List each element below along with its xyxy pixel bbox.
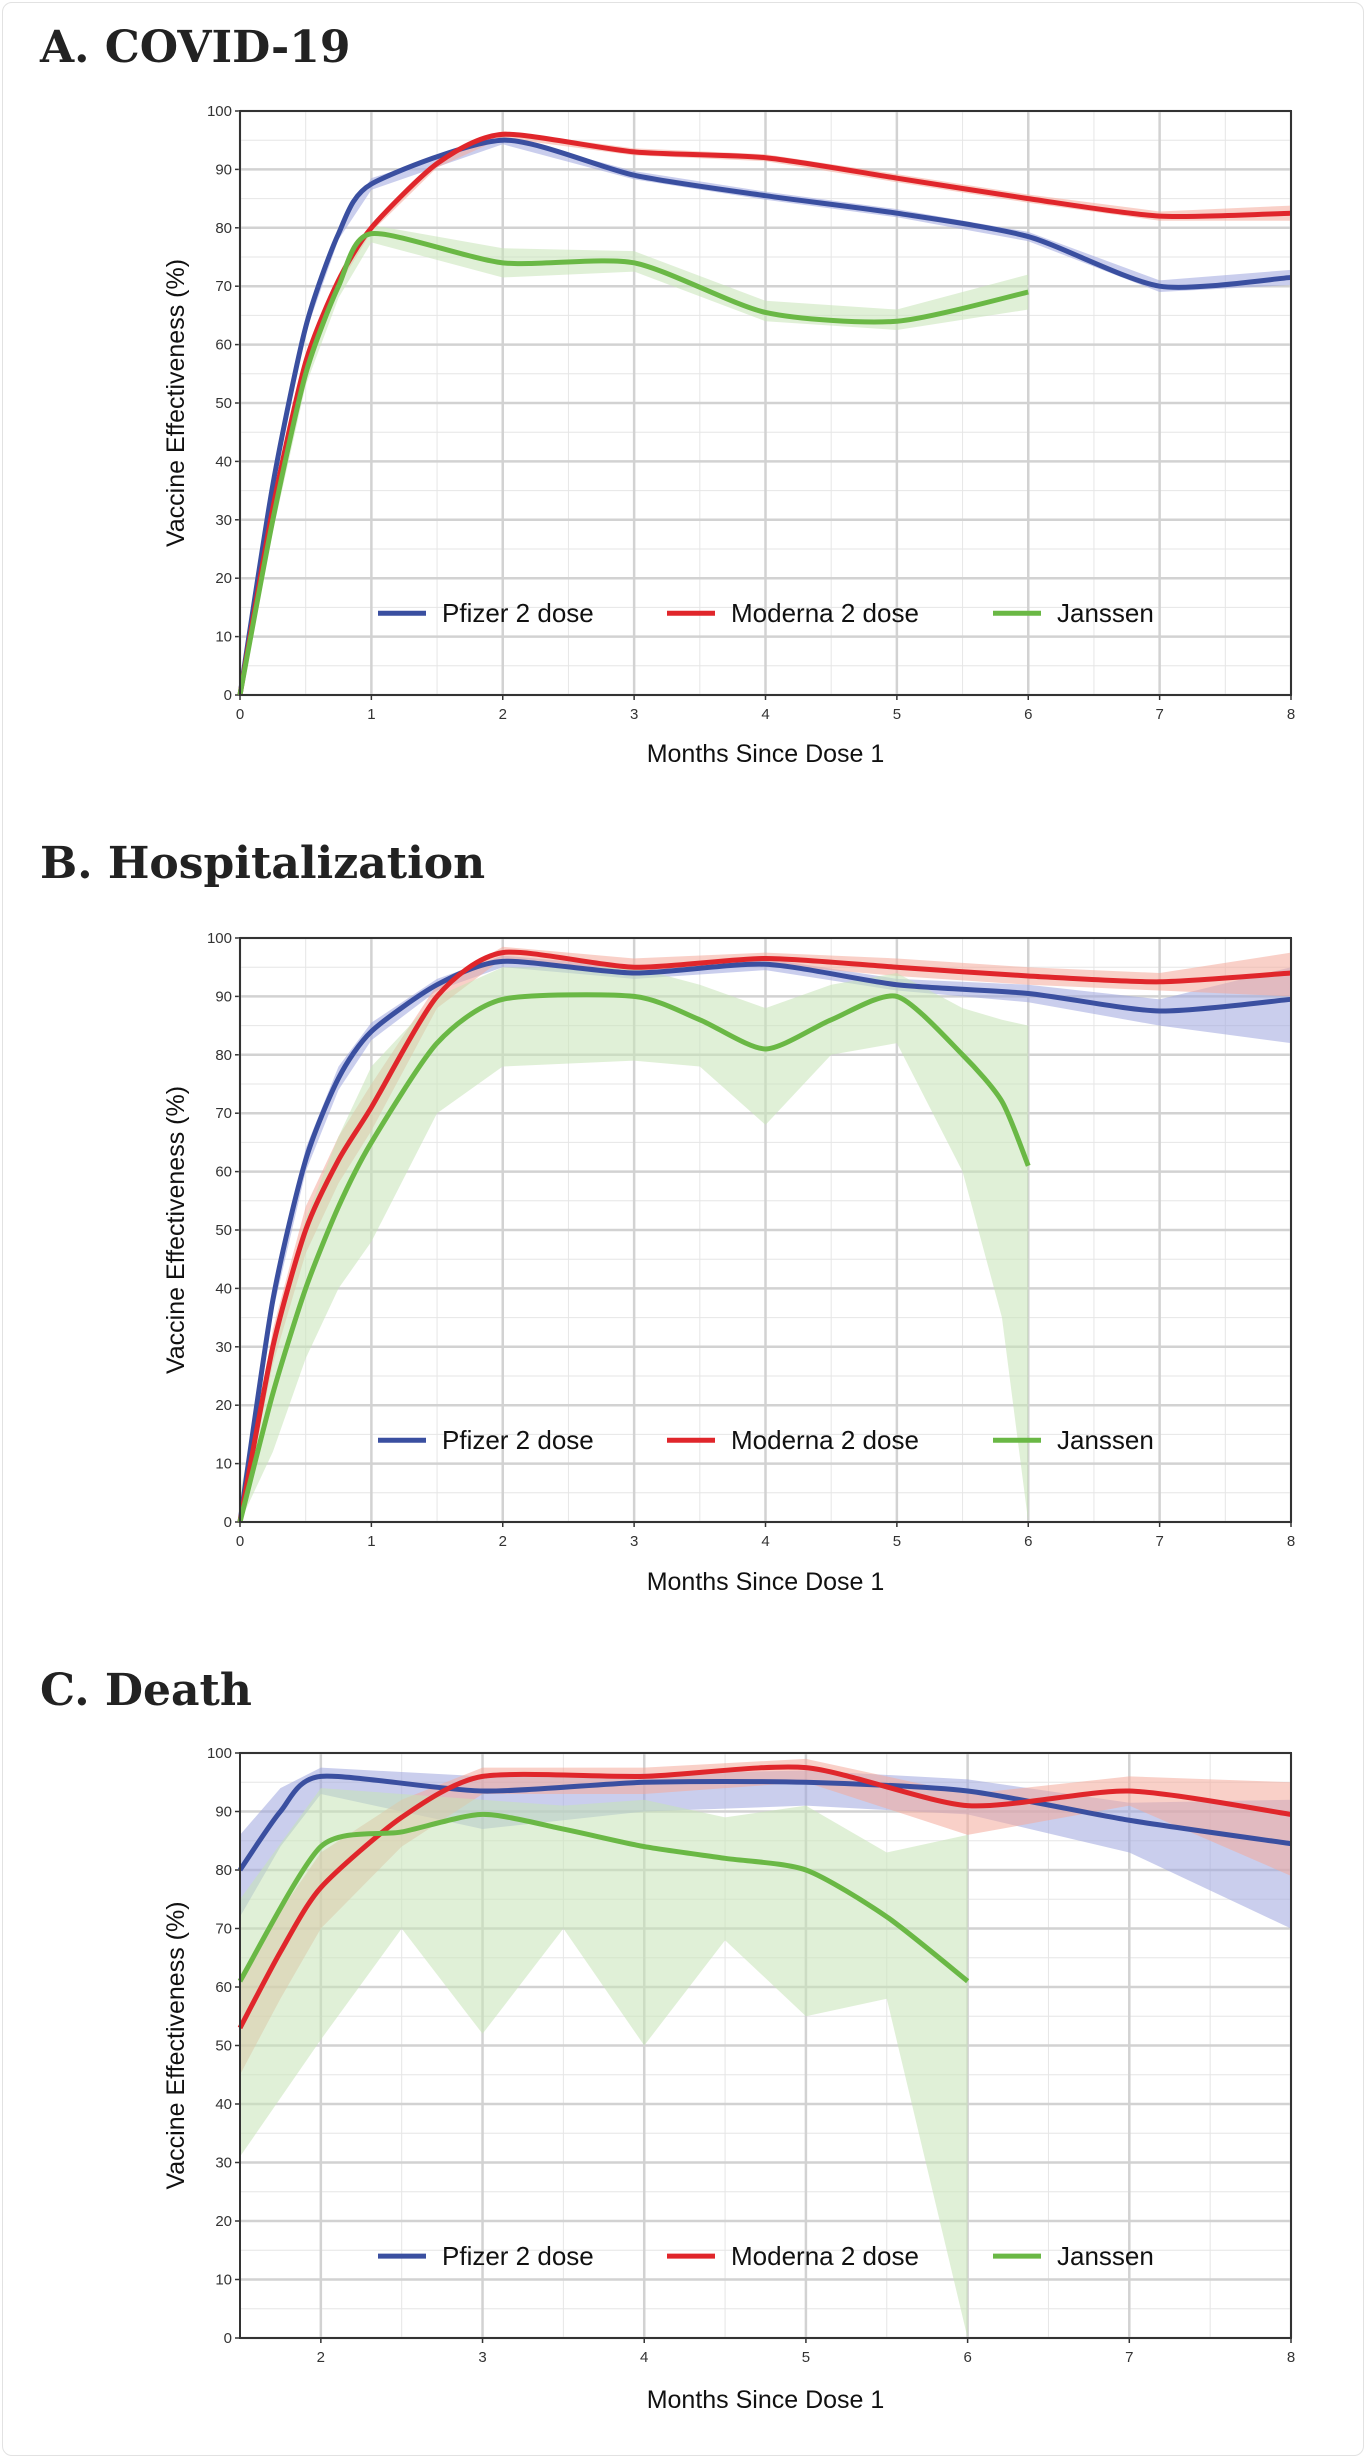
y-tick-label: 30 [215,512,232,529]
x-tick-label: 8 [1287,706,1295,723]
x-axis-label: Months Since Dose 1 [647,740,885,768]
y-tick-label: 40 [215,2096,232,2113]
y-tick-label: 40 [215,453,232,470]
x-tick-label: 5 [893,1533,901,1550]
y-tick-label: 20 [215,1397,232,1414]
y-tick-label: 80 [215,1862,232,1879]
legend-label: Pfizer 2 dose [442,1425,594,1455]
y-tick-label: 90 [215,161,232,178]
x-tick-label: 1 [367,706,375,723]
panel-title: B. Hospitalization [40,838,486,889]
x-tick-label: 6 [963,2349,971,2366]
x-tick-label: 7 [1125,2349,1133,2366]
legend-label: Moderna 2 dose [731,1425,919,1455]
y-tick-label: 40 [215,1280,232,1297]
y-tick-label: 70 [215,1921,232,1938]
y-tick-label: 80 [215,220,232,237]
y-axis-label: Vaccine Effectiveness (%) [162,259,190,547]
y-tick-label: 60 [215,1979,232,1996]
y-tick-label: 0 [224,687,232,704]
y-tick-label: 90 [215,1804,232,1821]
x-tick-label: 5 [893,706,901,723]
panel-title: A. COVID-19 [40,22,351,73]
x-tick-label: 4 [761,1533,769,1550]
y-tick-label: 100 [207,1745,232,1762]
x-tick-label: 4 [640,2349,648,2366]
janssen-confidence-band [240,1788,968,2338]
y-tick-label: 90 [215,988,232,1005]
janssen-line [237,992,1031,1523]
x-tick-label: 3 [630,1533,638,1550]
janssen-line [237,231,1029,696]
plot-border [239,1752,1292,2339]
y-axis-label: Vaccine Effectiveness (%) [162,1086,190,1374]
moderna-line [237,131,1292,696]
legend-label: Janssen [1057,598,1154,628]
x-axis-label: Months Since Dose 1 [647,1568,885,1596]
y-tick-label: 80 [215,1047,232,1064]
x-tick-label: 2 [499,706,507,723]
x-tick-label: 3 [630,706,638,723]
y-tick-label: 60 [215,337,232,354]
moderna-line [237,1764,1292,2030]
y-tick-label: 30 [215,1339,232,1356]
plot-border [239,110,1292,696]
x-tick-label: 7 [1155,706,1163,723]
janssen-confidence-band [240,967,1029,1522]
y-tick-label: 70 [215,1105,232,1122]
x-tick-label: 5 [802,2349,810,2366]
y-tick-label: 10 [215,629,232,646]
x-tick-label: 8 [1287,1533,1295,1550]
panel-1: 0 10 20 30 40 50 60 70 80 90 100 0 1 2 3 4 5 6 7 8 Pfizer 2 … [162,930,1295,1596]
x-axis-label: Months Since Dose 1 [647,2386,885,2414]
y-tick-label: 100 [207,103,232,120]
y-axis-label: Vaccine Effectiveness (%) [162,1901,190,2189]
moderna-line [237,949,1292,1523]
x-tick-label: 4 [761,706,769,723]
y-tick-label: 10 [215,2272,232,2289]
legend-label: Moderna 2 dose [731,2241,919,2271]
legend-label: Pfizer 2 dose [442,598,594,628]
x-tick-label: 0 [236,706,244,723]
y-tick-label: 50 [215,2038,232,2055]
y-tick-label: 50 [215,395,232,412]
x-tick-label: 7 [1155,1533,1163,1550]
panel-2: 0 10 20 30 40 50 60 70 80 90 100 2 3 4 5 6 7 8 Pfizer 2 do… [162,1745,1295,2414]
y-tick-label: 70 [215,278,232,295]
janssen-line [237,1811,970,1984]
x-tick-label: 3 [478,2349,486,2366]
pfizer-line [237,958,1292,1523]
panel-title: C. Death [40,1665,252,1716]
x-tick-label: 1 [367,1533,375,1550]
x-tick-label: 8 [1287,2349,1295,2366]
panel-0: 0 10 20 30 40 50 60 70 80 90 100 0 1 2 3 4 5 6 7 8 Pfizer 2 … [162,103,1295,768]
y-tick-label: 20 [215,2213,232,2230]
pfizer-line [237,137,1292,696]
plot-border [239,937,1292,1523]
legend-label: Janssen [1057,2241,1154,2271]
legend-label: Pfizer 2 dose [442,2241,594,2271]
legend-label: Moderna 2 dose [731,598,919,628]
y-tick-label: 30 [215,2155,232,2172]
y-tick-label: 100 [207,930,232,947]
legend-label: Janssen [1057,1425,1154,1455]
x-tick-label: 6 [1024,1533,1032,1550]
y-tick-label: 10 [215,1456,232,1473]
y-tick-label: 20 [215,570,232,587]
x-tick-label: 2 [317,2349,325,2366]
y-tick-label: 50 [215,1222,232,1239]
moderna-confidence-band [240,1758,1291,2075]
x-tick-label: 6 [1024,706,1032,723]
y-tick-label: 0 [224,2330,232,2347]
y-tick-label: 60 [215,1164,232,1181]
x-tick-label: 0 [236,1533,244,1550]
x-tick-label: 2 [499,1533,507,1550]
y-tick-label: 0 [224,1514,232,1531]
pfizer-line [237,1773,1292,1872]
